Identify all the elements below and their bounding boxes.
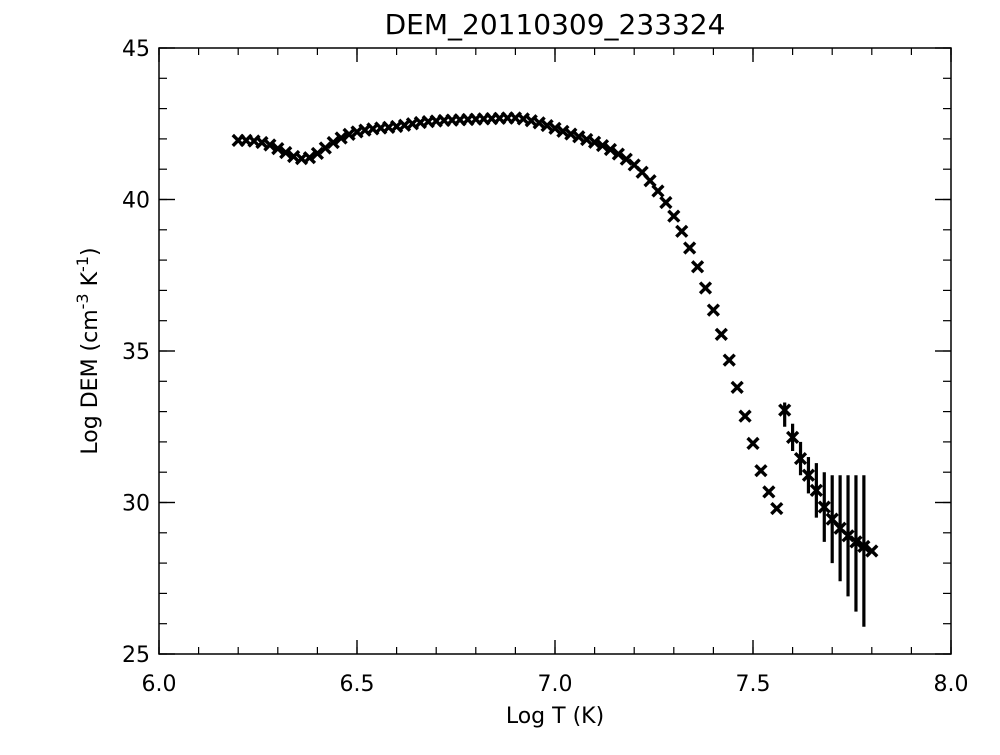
data-point xyxy=(654,187,662,195)
y-tick-labels: 25 30 35 40 45 xyxy=(122,37,150,668)
y-axis-label-suffix: ) xyxy=(78,247,103,256)
data-point xyxy=(662,198,670,206)
data-point xyxy=(678,227,686,235)
data-point xyxy=(733,383,741,391)
x-tick-labels: 6.0 6.5 7.0 7.5 8.0 xyxy=(142,672,969,697)
y-tick-label: 40 xyxy=(122,189,150,214)
x-axis-label: Log T (K) xyxy=(506,704,604,729)
data-point xyxy=(749,439,757,447)
x-tick-label: 8.0 xyxy=(934,672,969,697)
data-points xyxy=(234,114,876,555)
y-tick-label: 30 xyxy=(122,492,150,517)
y-axis-label-mid: K xyxy=(78,271,103,293)
y-axis-label-prefix: Log DEM (cm xyxy=(78,309,103,454)
data-point xyxy=(741,412,749,420)
data-point xyxy=(646,177,654,185)
data-point xyxy=(709,306,717,314)
x-tick-label: 7.0 xyxy=(538,672,573,697)
y-axis-label: Log DEM (cm-3 K-1) xyxy=(73,247,104,454)
y-axis-label-exp2: -1 xyxy=(73,256,92,272)
x-tick-label: 6.0 xyxy=(142,672,177,697)
data-point xyxy=(765,488,773,496)
data-point xyxy=(773,504,781,512)
error-bars xyxy=(785,403,864,627)
data-point xyxy=(685,244,693,252)
chart-title: DEM_20110309_233324 xyxy=(385,8,726,41)
y-tick-label: 45 xyxy=(122,37,150,62)
x-tick-label: 6.5 xyxy=(340,672,375,697)
y-tick-label: 25 xyxy=(122,643,150,668)
x-tick-label: 7.5 xyxy=(736,672,771,697)
y-tick-label: 35 xyxy=(122,340,150,365)
data-point xyxy=(693,263,701,271)
data-point xyxy=(670,212,678,220)
y-axis-label-exp1: -3 xyxy=(73,293,92,309)
data-point xyxy=(757,466,765,474)
data-point xyxy=(701,284,709,292)
data-point xyxy=(717,330,725,338)
data-point xyxy=(725,356,733,364)
